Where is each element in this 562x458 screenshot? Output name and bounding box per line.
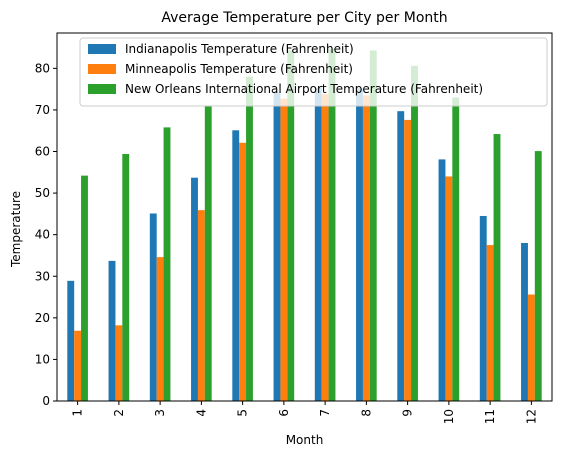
y-tick-label: 60 bbox=[35, 145, 50, 159]
bar-series1-month-10 bbox=[438, 159, 446, 401]
y-tick-label: 40 bbox=[35, 228, 50, 242]
bar-series3-month-9 bbox=[411, 65, 418, 401]
bar-series2-month-7 bbox=[321, 94, 329, 401]
bar-series3-month-8 bbox=[369, 50, 377, 402]
bar-series3-month-6 bbox=[287, 50, 295, 402]
plot-frame bbox=[56, 32, 553, 402]
bar-series1-month-8 bbox=[356, 88, 363, 402]
bar-series2-month-9 bbox=[404, 119, 412, 401]
x-tick-label: 9 bbox=[401, 409, 415, 417]
y-tick-label: 10 bbox=[35, 352, 50, 366]
bar-series2-month-3 bbox=[156, 257, 164, 401]
y-tick-label: 80 bbox=[35, 61, 50, 75]
x-tick-label: 7 bbox=[318, 409, 332, 417]
bar-series3-month-5 bbox=[246, 76, 253, 401]
legend-label: New Orleans International Airport Temper… bbox=[125, 82, 483, 96]
chart-title: Average Temperature per City per Month bbox=[161, 10, 447, 26]
bar-series1-month-3 bbox=[149, 213, 157, 401]
y-axis-label: Temperature bbox=[9, 191, 23, 268]
bar-series3-month-4 bbox=[204, 106, 212, 402]
bar-series3-month-11 bbox=[493, 134, 501, 402]
bar-series2-month-4 bbox=[197, 210, 205, 401]
legend-box bbox=[79, 37, 548, 107]
bar-series1-month-12 bbox=[521, 242, 528, 401]
bar-series3-month-2 bbox=[122, 154, 130, 401]
y-tick-label: 50 bbox=[35, 186, 50, 200]
x-axis-label: Month bbox=[286, 433, 324, 447]
bar-series3-month-3 bbox=[163, 127, 171, 401]
bar-series3-month-1 bbox=[81, 175, 88, 401]
x-tick-label: 6 bbox=[277, 409, 291, 417]
bar-series2-month-2 bbox=[115, 325, 123, 401]
bar-series1-month-6 bbox=[273, 92, 281, 402]
bar-series2-month-5 bbox=[239, 142, 247, 401]
bar-series1-month-2 bbox=[108, 260, 116, 401]
bar-series1-month-5 bbox=[232, 130, 240, 402]
bar-series2-month-10 bbox=[445, 176, 453, 401]
bar-series1-month-7 bbox=[314, 87, 322, 401]
legend-swatch bbox=[88, 44, 116, 54]
y-tick-label: 30 bbox=[35, 269, 50, 283]
bar-series1-month-1 bbox=[67, 280, 75, 401]
y-tick-label: 70 bbox=[35, 103, 50, 117]
x-tick-label: 2 bbox=[112, 409, 126, 417]
bars-layer bbox=[67, 48, 542, 402]
legend: Indianapolis Temperature (Fahrenheit) Min… bbox=[79, 37, 548, 107]
legend-label: Indianapolis Temperature (Fahrenheit) bbox=[125, 42, 354, 56]
x-tick-label: 12 bbox=[524, 409, 538, 424]
bar-series1-month-11 bbox=[479, 215, 487, 401]
bar-series2-month-12 bbox=[527, 294, 535, 401]
bar-series1-month-4 bbox=[191, 177, 198, 401]
bar-series2-month-11 bbox=[486, 245, 494, 401]
bar-series3-month-10 bbox=[452, 97, 460, 401]
bar-series2-month-1 bbox=[74, 330, 82, 401]
y-tick-label: 20 bbox=[35, 311, 50, 325]
x-tick-label: 5 bbox=[236, 409, 250, 417]
legend-swatch bbox=[88, 64, 116, 74]
bar-series2-month-6 bbox=[280, 98, 288, 401]
y-tick-label: 0 bbox=[42, 394, 50, 408]
x-tick-label: 3 bbox=[153, 409, 167, 417]
x-tick-label: 8 bbox=[359, 409, 373, 417]
legend-swatch bbox=[88, 84, 116, 94]
bar-series3-month-7 bbox=[328, 48, 336, 402]
bar-series1-month-9 bbox=[397, 111, 405, 402]
x-tick-label: 4 bbox=[194, 409, 208, 417]
x-tick-label: 10 bbox=[442, 409, 456, 424]
x-tick-label: 1 bbox=[71, 409, 85, 417]
x-tick-label: 11 bbox=[483, 409, 497, 424]
legend-label: Minneapolis Temperature (Fahrenheit) bbox=[125, 62, 353, 76]
bar-series2-month-8 bbox=[362, 95, 370, 402]
bar-series3-month-12 bbox=[534, 151, 542, 401]
